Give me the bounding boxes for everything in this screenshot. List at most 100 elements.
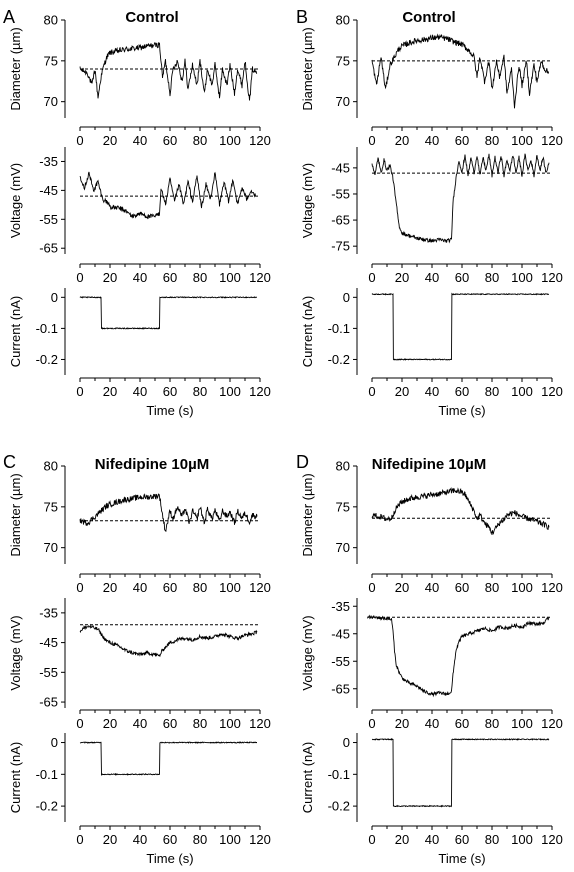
panel-title: Control	[125, 9, 178, 26]
y-tick-label: -45	[331, 626, 350, 641]
y-axis-label: Voltage (mV)	[8, 163, 23, 238]
x-tick-label: 100	[511, 832, 533, 847]
x-tick-label: 20	[103, 270, 117, 285]
y-tick-label: 80	[336, 459, 350, 474]
x-tick-label: 120	[249, 133, 271, 148]
y-tick-label: -0.2	[36, 799, 58, 814]
chart-current: 0 -0.1 -0.2 Current (nA) 0 20 40 60 80 100 120 Time…	[8, 288, 271, 418]
x-tick-label: 80	[193, 716, 207, 731]
chart-voltage: -45 -55 -65 -75 Voltage (mV) 0 20 40 60 80 100 120	[300, 147, 563, 285]
x-tick-label: 120	[541, 580, 563, 595]
y-tick-label: 75	[336, 53, 350, 68]
x-tick-label: 40	[425, 832, 439, 847]
x-tick-label: 40	[425, 270, 439, 285]
x-tick-label: 60	[163, 580, 177, 595]
x-tick-label: 120	[249, 716, 271, 731]
y-axis-label: Current (nA)	[8, 742, 23, 814]
panel-title: Nifedipine 10µM	[372, 456, 487, 473]
x-tick-label: 60	[455, 133, 469, 148]
x-tick-label: 20	[395, 133, 409, 148]
y-tick-label: 75	[44, 499, 58, 514]
trace-line	[367, 614, 550, 698]
x-tick-label: 120	[249, 832, 271, 847]
trace-line	[79, 741, 257, 777]
y-tick-label: -55	[331, 654, 350, 669]
x-tick-label: 120	[249, 580, 271, 595]
x-tick-label: 0	[368, 384, 375, 399]
trace-line	[79, 623, 258, 658]
trace-line	[79, 296, 257, 330]
x-tick-label: 120	[249, 270, 271, 285]
panel-letter: A	[3, 7, 15, 27]
x-tick-label: 20	[103, 580, 117, 595]
x-axis-label: Time (s)	[146, 403, 193, 418]
x-tick-label: 40	[133, 384, 147, 399]
x-tick-label: 80	[485, 384, 499, 399]
y-tick-label: -65	[39, 695, 58, 710]
x-tick-label: 100	[511, 384, 533, 399]
x-tick-label: 120	[541, 384, 563, 399]
x-tick-label: 100	[219, 133, 241, 148]
trace-line	[371, 487, 550, 536]
x-tick-label: 20	[395, 716, 409, 731]
x-tick-label: 100	[511, 270, 533, 285]
x-tick-label: 40	[425, 133, 439, 148]
chart-diameter: 70 75 80 Diameter (µm) 0 20 40 60 80 100 120	[8, 459, 271, 596]
trace-line	[79, 42, 258, 101]
x-tick-label: 100	[219, 716, 241, 731]
y-axis-label: Diameter (µm)	[300, 27, 315, 110]
x-tick-label: 0	[76, 580, 83, 595]
x-tick-label: 100	[219, 384, 241, 399]
x-tick-label: 0	[76, 716, 83, 731]
y-axis-label: Voltage (mV)	[300, 163, 315, 238]
x-tick-label: 20	[395, 580, 409, 595]
y-axis-label: Voltage (mV)	[300, 615, 315, 690]
chart-voltage: -35 -45 -55 -65 Voltage (mV) 0 20 40 60 80 100 120	[300, 598, 563, 731]
y-tick-label: -65	[331, 681, 350, 696]
chart-voltage: -35 -45 -55 -65 Voltage (mV) 0 20 40 60 80 100 120	[8, 147, 271, 285]
y-tick-label: -35	[39, 154, 58, 169]
x-tick-label: 40	[133, 716, 147, 731]
x-tick-label: 80	[193, 133, 207, 148]
trace-line	[371, 292, 549, 361]
y-tick-label: 0	[51, 290, 58, 305]
y-axis-label: Diameter (µm)	[8, 27, 23, 110]
chart-current: 0 -0.1 -0.2 Current (nA) 0 20 40 60 80 100 120 Time…	[300, 288, 563, 418]
y-axis-label: Current (nA)	[8, 296, 23, 368]
x-tick-label: 0	[368, 580, 375, 595]
y-tick-label: -65	[331, 213, 350, 228]
x-tick-label: 40	[133, 270, 147, 285]
chart-current: 0 -0.1 -0.2 Current (nA) 0 20 40 60 80 100 120 Time…	[8, 733, 271, 866]
y-tick-label: 70	[44, 94, 58, 109]
panel-letter: C	[3, 452, 16, 472]
x-tick-label: 120	[541, 832, 563, 847]
y-tick-label: 70	[336, 540, 350, 555]
x-tick-label: 120	[541, 716, 563, 731]
y-axis-label: Diameter (µm)	[8, 473, 23, 556]
x-tick-label: 120	[541, 133, 563, 148]
x-tick-label: 100	[219, 832, 241, 847]
x-tick-label: 80	[485, 270, 499, 285]
trace-line	[371, 33, 549, 109]
x-axis-label: Time (s)	[438, 851, 485, 866]
y-tick-label: 70	[336, 94, 350, 109]
chart-diameter: 70 75 80 Diameter (µm) 0 20 40 60 80 100 120	[300, 459, 563, 596]
x-tick-label: 0	[368, 832, 375, 847]
panel-c: C Nifedipine 10µM 70 75 80 Diameter (µm) 0 20 40…	[3, 452, 271, 866]
y-tick-label: -35	[331, 599, 350, 614]
x-tick-label: 80	[485, 716, 499, 731]
panel-a: A Control 70 75 80 Diameter (µm) 0 20 40 60 80 100 1…	[3, 7, 271, 418]
y-tick-label: -0.2	[328, 352, 350, 367]
panel-d: D Nifedipine 10µM 70 75 80 Diameter (µm) 0 20 40…	[296, 452, 563, 866]
x-tick-label: 60	[455, 270, 469, 285]
chart-diameter: 70 75 80 Diameter (µm) 0 20 40 60 80 100 120	[8, 13, 271, 149]
y-tick-label: -45	[331, 160, 350, 175]
y-tick-label: 70	[44, 540, 58, 555]
x-tick-label: 60	[163, 384, 177, 399]
trace-line	[79, 493, 258, 533]
trace-line	[79, 171, 256, 220]
x-tick-label: 60	[163, 716, 177, 731]
y-tick-label: 0	[343, 735, 350, 750]
x-axis-label: Time (s)	[438, 403, 485, 418]
